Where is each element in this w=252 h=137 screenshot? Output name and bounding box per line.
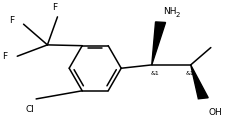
Text: &1: &1 (150, 71, 159, 76)
Text: F: F (52, 2, 57, 12)
Text: Cl: Cl (25, 105, 34, 114)
Text: OH: OH (207, 108, 221, 117)
Polygon shape (190, 65, 207, 99)
Text: NH: NH (163, 7, 176, 16)
Text: F: F (2, 52, 7, 61)
Polygon shape (151, 22, 165, 65)
Text: &1: &1 (185, 71, 194, 76)
Text: 2: 2 (174, 12, 179, 18)
Text: F: F (10, 16, 15, 25)
